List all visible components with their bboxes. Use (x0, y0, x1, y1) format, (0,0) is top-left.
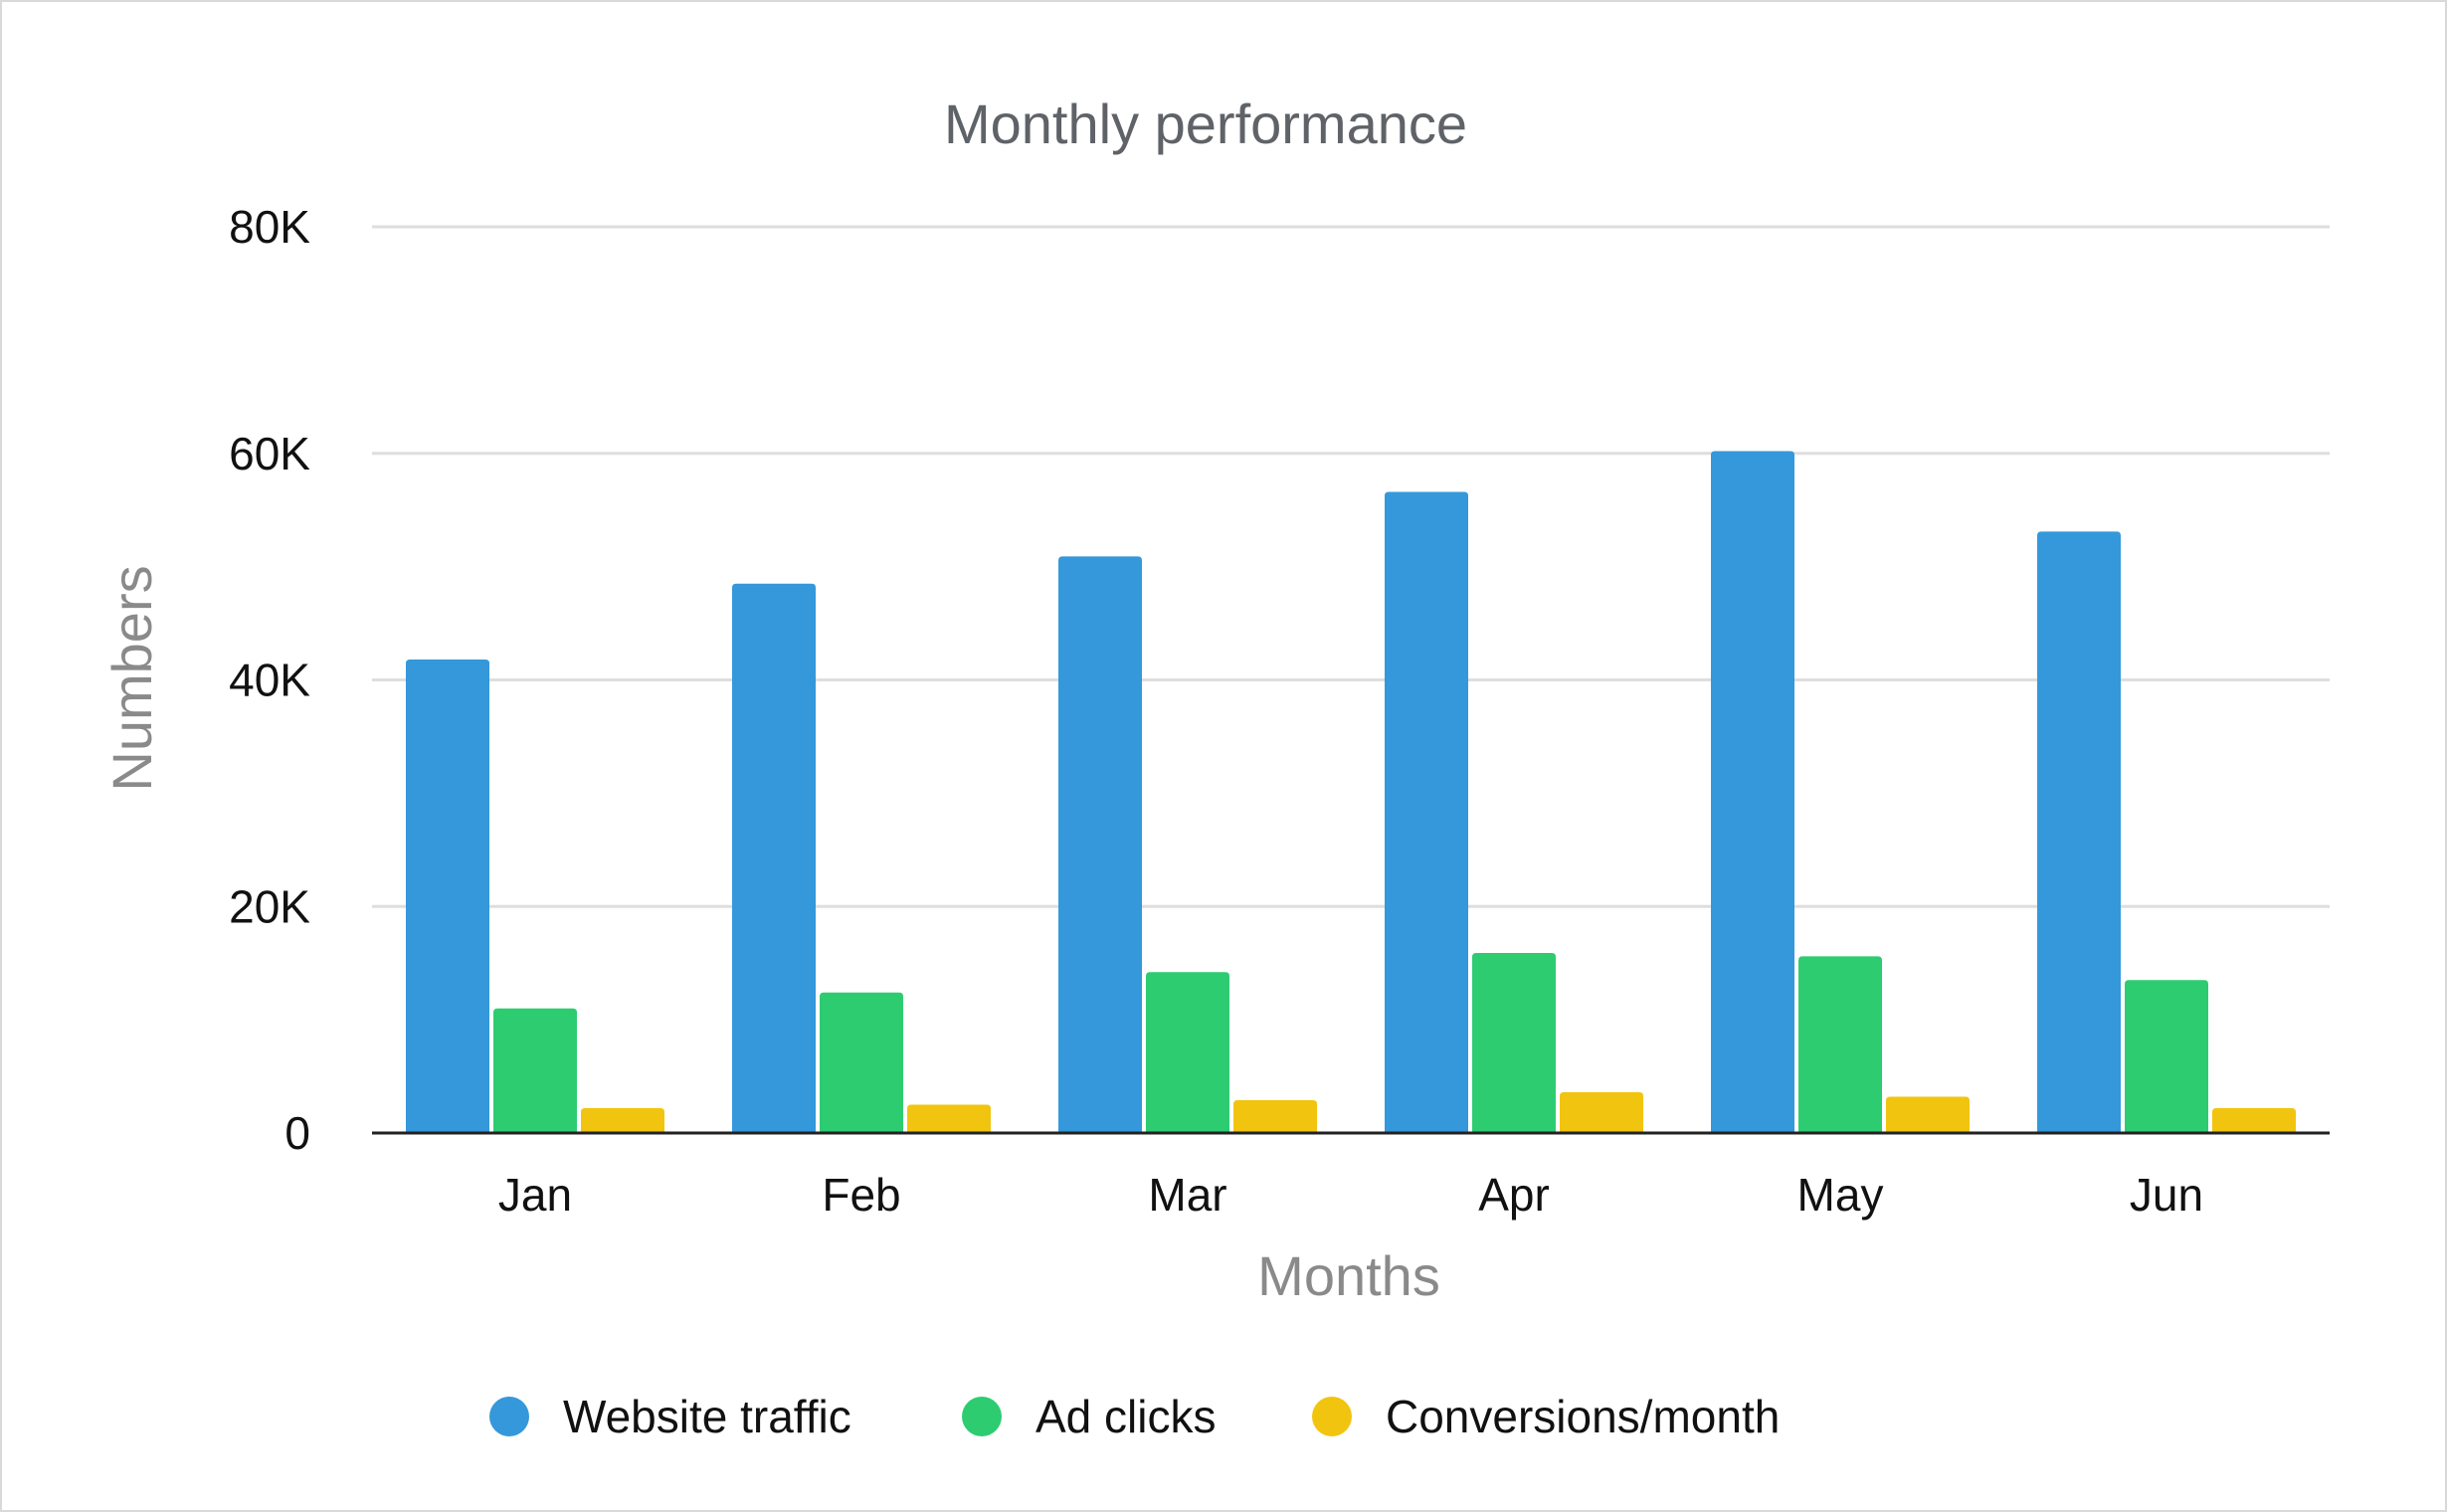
y-tick-label: 20K (229, 880, 310, 932)
bar-feb-series-2 (820, 992, 903, 1133)
bar-may-series-3 (1886, 1096, 1970, 1133)
grid-lines (372, 225, 2330, 908)
bar-apr-series-1 (1385, 491, 1468, 1133)
bars (406, 451, 2296, 1133)
bar-mar-series-3 (1233, 1099, 1317, 1133)
bar-jun-series-1 (2037, 531, 2121, 1133)
legend-swatch (962, 1397, 1002, 1436)
bar-feb-series-1 (732, 583, 816, 1133)
bar-jan-series-2 (493, 1008, 577, 1133)
y-axis-ticks: 0 20K 40K 60K 80K (229, 201, 310, 1159)
bar-mar-series-1 (1058, 556, 1142, 1133)
bar-jan-series-3 (581, 1107, 664, 1133)
legend-label: Website traffic (563, 1391, 851, 1442)
legend-label: Conversions/month (1386, 1391, 1780, 1442)
x-tick-label: May (1797, 1169, 1884, 1221)
bar-may-series-1 (1711, 451, 1794, 1133)
bar-apr-series-3 (1560, 1092, 1643, 1133)
y-tick-label: 80K (229, 201, 310, 253)
bar-apr-series-2 (1472, 952, 1556, 1133)
legend: Website traffic Ad clicks Conversions/mont… (489, 1391, 1780, 1442)
legend-swatch (489, 1397, 529, 1436)
y-axis-title: Numbers (100, 565, 163, 791)
y-tick-label: 40K (229, 655, 310, 706)
x-tick-label: Feb (822, 1169, 900, 1221)
legend-swatch (1312, 1397, 1352, 1436)
x-axis-title: Months (1257, 1244, 1440, 1307)
x-tick-label: Jan (498, 1169, 572, 1221)
y-tick-label: 60K (229, 428, 310, 479)
legend-label: Ad clicks (1035, 1391, 1216, 1442)
x-tick-label: Apr (1478, 1169, 1550, 1221)
x-axis-ticks: Jan Feb Mar Apr May Jun (372, 1131, 2330, 1221)
y-tick-label: 0 (284, 1107, 310, 1159)
bar-jun-series-3 (2212, 1107, 2296, 1133)
bar-may-series-2 (1798, 956, 1882, 1133)
bar-feb-series-3 (907, 1104, 991, 1133)
chart-title: Monthly performance (944, 93, 1467, 155)
bar-jan-series-1 (406, 660, 489, 1133)
bar-jun-series-2 (2125, 980, 2208, 1133)
x-tick-label: Mar (1148, 1169, 1226, 1221)
bar-mar-series-2 (1146, 972, 1229, 1133)
x-tick-label: Jun (2130, 1169, 2203, 1221)
